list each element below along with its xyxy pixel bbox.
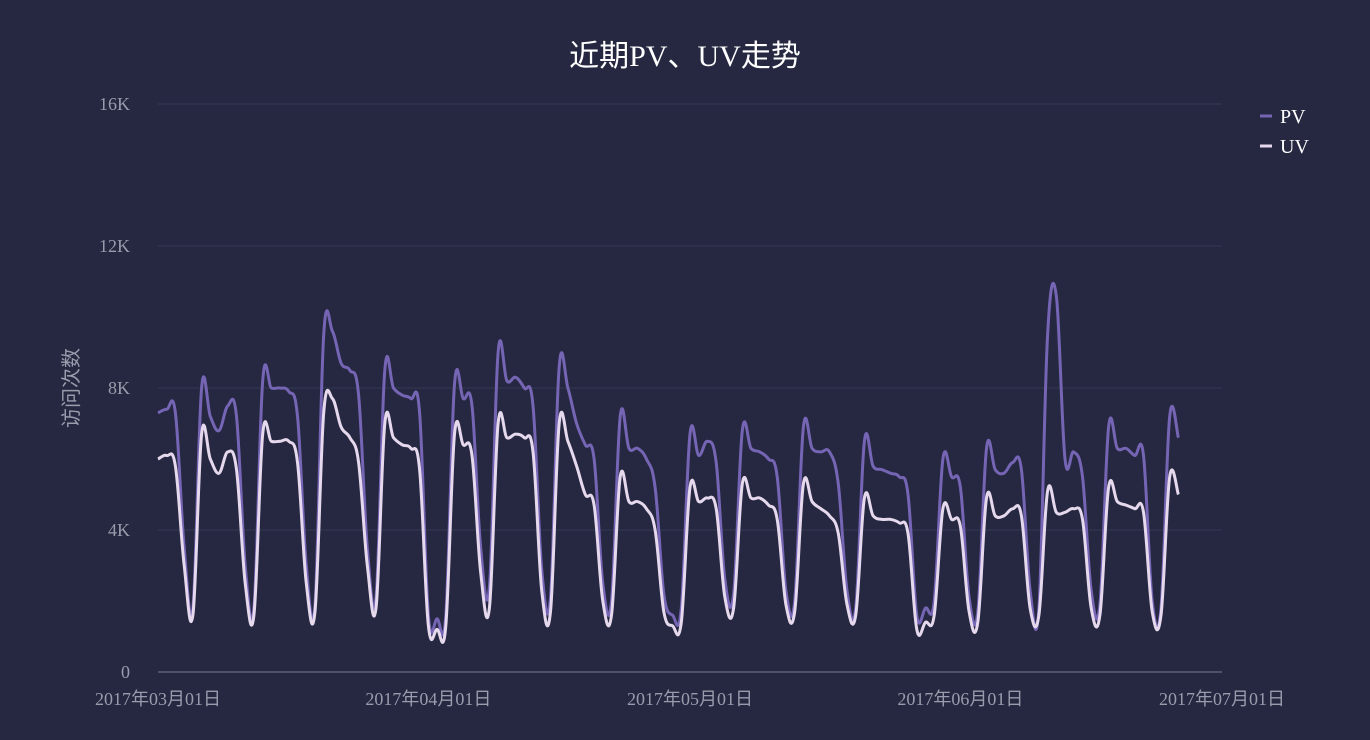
y-axis-label: 访问次数: [60, 348, 83, 428]
x-tick-label: 2017年05月01日: [627, 689, 753, 709]
series: [157, 282, 1180, 644]
y-tick-label: 8K: [108, 378, 130, 398]
legend[interactable]: PV UV: [1260, 106, 1309, 158]
x-tick-label: 2017年06月01日: [897, 689, 1023, 709]
x-axis: 2017年03月01日 2017年04月01日 2017年05月01日 2017年06…: [95, 689, 1285, 709]
chart-title: 近期PV、UV走势: [569, 40, 801, 73]
x-tick-label: 2017年04月01日: [365, 689, 491, 709]
legend-label: UV: [1280, 136, 1309, 158]
y-tick-label: 0: [121, 662, 130, 682]
series-line-pv: [157, 282, 1180, 637]
y-tick-label: 4K: [108, 520, 130, 540]
y-axis: 0 4K 8K 12K 16K: [99, 94, 130, 682]
series-line-uv: [157, 388, 1180, 644]
legend-item-pv[interactable]: PV: [1260, 106, 1306, 128]
legend-item-uv[interactable]: UV: [1260, 136, 1309, 158]
y-tick-label: 12K: [99, 236, 130, 256]
y-tick-label: 16K: [99, 94, 130, 114]
legend-label: PV: [1280, 106, 1306, 128]
x-tick-label: 2017年07月01日: [1159, 689, 1285, 709]
x-tick-label: 2017年03月01日: [95, 689, 221, 709]
